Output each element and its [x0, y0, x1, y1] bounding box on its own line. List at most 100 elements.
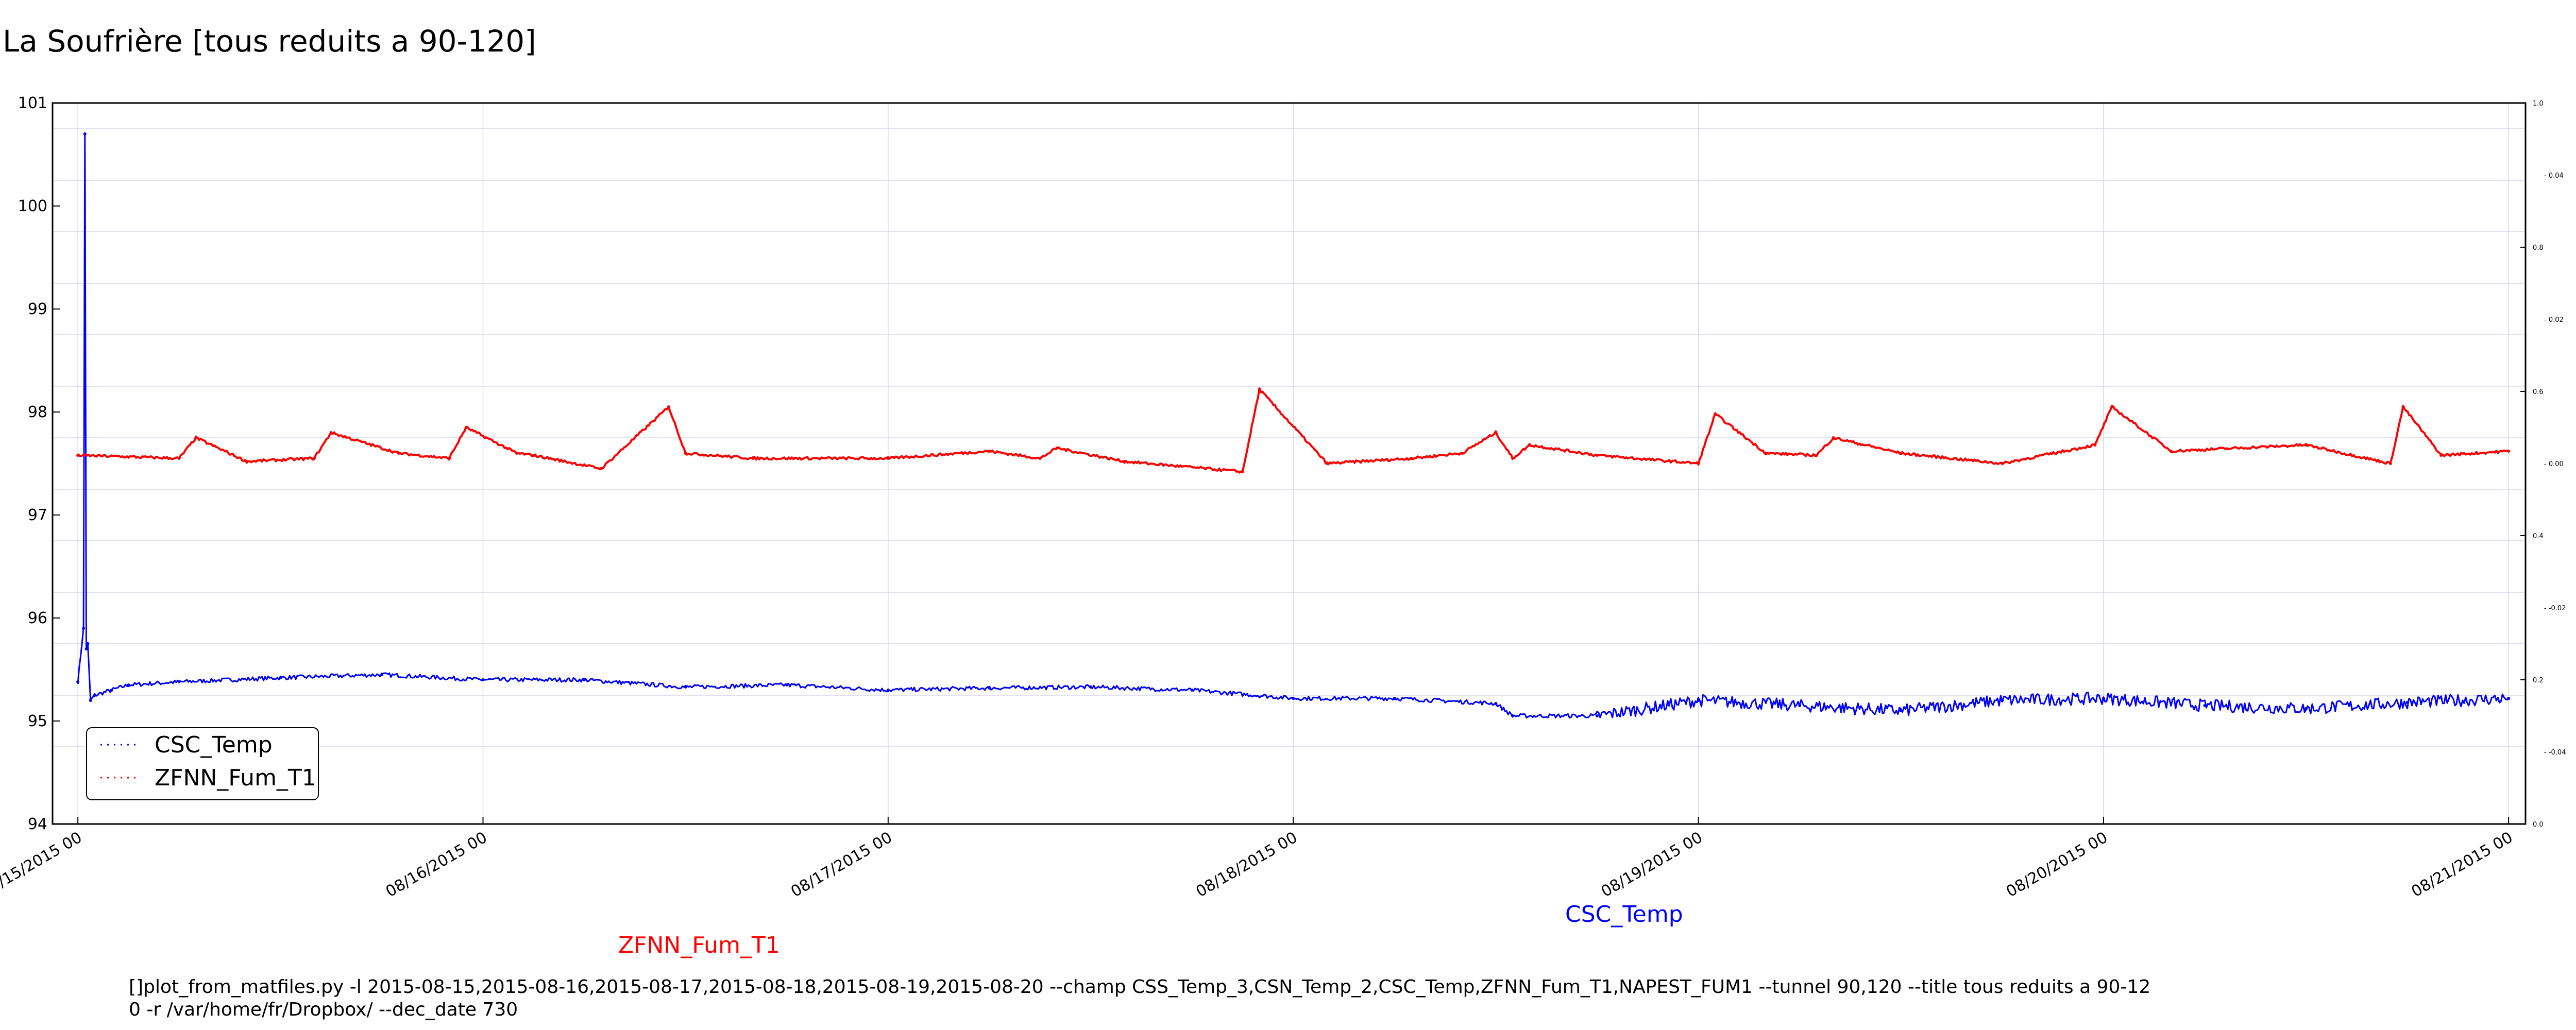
right-tick-label: 0.8: [2533, 244, 2544, 252]
x-tick-label: 08/16/2015 00: [383, 829, 490, 901]
data-point-zfnn-fum-t1: [532, 454, 535, 457]
data-point-zfnn-fum-t1: [1596, 454, 1599, 457]
data-point-zfnn-fum-t1: [2401, 405, 2405, 408]
data-point-csc-temp: [988, 686, 991, 690]
data-point-zfnn-fum-t1: [312, 457, 316, 460]
data-point-zfnn-fum-t1: [1511, 457, 1515, 460]
data-point-zfnn-fum-t1: [2110, 405, 2114, 408]
data-point-zfnn-fum-t1: [1410, 457, 1413, 460]
data-point-zfnn-fum-t1: [1528, 443, 1531, 447]
data-point-csc-temp: [2102, 697, 2105, 700]
data-point-csc-temp: [2001, 699, 2004, 702]
right-inner-tick-label: - 0.04: [2544, 172, 2564, 180]
data-point-csc-temp: [127, 683, 130, 686]
data-point-zfnn-fum-t1: [194, 436, 198, 439]
data-point-csc-temp: [1697, 699, 1700, 702]
data-point-csc-temp: [279, 676, 282, 679]
right-axis: 0.0 0.2 0.4 0.6 0.8 1.0 - -0.04 - -0.02 - 0.00 - …: [2520, 100, 2566, 829]
data-point-csc-temp: [886, 689, 890, 692]
y-tick-label: 101: [18, 94, 47, 112]
data-point-zfnn-fum-t1: [464, 426, 468, 429]
data-point-zfnn-fum-t1: [1764, 452, 1768, 455]
data-point-zfnn-fum-t1: [1494, 431, 1498, 434]
plot-frame: [52, 102, 2527, 825]
right-inner-tick-label: - -0.02: [2544, 605, 2566, 612]
legend-label-zfnn-fum-t1: ZFNN_Fum_T1: [155, 765, 316, 791]
data-point-csc-temp: [2203, 704, 2207, 707]
right-tick-label: 0.6: [2533, 388, 2544, 396]
right-tick-label: 1.0: [2533, 100, 2544, 108]
data-point-csc-temp: [83, 132, 87, 135]
data-point-csc-temp: [84, 647, 88, 650]
x-tick-label: 08/18/2015 00: [1193, 829, 1301, 901]
data-point-zfnn-fum-t1: [988, 450, 991, 453]
series-line-zfnn-fum-t1: [77, 387, 2509, 474]
data-point-zfnn-fum-t1: [1815, 454, 1818, 457]
data-point-zfnn-fum-t1: [2439, 454, 2443, 457]
data-point-csc-temp: [89, 699, 92, 702]
x-tick-label: 08/20/2015 00: [2003, 829, 2111, 901]
data-point-zfnn-fum-t1: [76, 454, 80, 457]
data-point-csc-temp: [82, 627, 86, 630]
data-point-zfnn-fum-t1: [1055, 447, 1059, 450]
data-point-zfnn-fum-t1: [667, 405, 670, 408]
data-point-csc-temp: [380, 673, 383, 676]
data-point-zfnn-fum-t1: [2169, 450, 2173, 453]
data-point-csc-temp: [86, 642, 90, 645]
right-inner-tick-label: - -0.04: [2544, 749, 2566, 757]
data-point-csc-temp: [1089, 685, 1092, 689]
legend: CSC_Temp ZFNN_Fum_T1: [86, 727, 319, 800]
right-tick-label: 0.4: [2533, 533, 2544, 540]
legend-box: [86, 727, 319, 800]
data-point-zfnn-fum-t1: [684, 452, 687, 455]
data-point-zfnn-fum-t1: [751, 457, 755, 460]
data-point-csc-temp: [2304, 707, 2308, 710]
right-tick-label: 0.0: [2533, 821, 2544, 829]
data-point-csc-temp: [1899, 709, 1903, 712]
data-point-csc-temp: [1798, 704, 1802, 707]
y-tick-label: 95: [28, 712, 47, 730]
data-point-zfnn-fum-t1: [1038, 457, 1042, 460]
data-point-zfnn-fum-t1: [515, 452, 518, 455]
bottom-label-zfnn-fum-t1: ZFNN_Fum_T1: [618, 932, 780, 958]
data-point-csc-temp: [76, 680, 80, 683]
x-tick-label: 08/19/2015 00: [1598, 829, 1706, 901]
data-point-zfnn-fum-t1: [2507, 450, 2511, 453]
data-point-zfnn-fum-t1: [245, 460, 248, 463]
data-point-zfnn-fum-t1: [329, 431, 333, 434]
data-point-zfnn-fum-t1: [397, 452, 400, 455]
right-inner-tick-label: - 0.02: [2544, 316, 2564, 324]
data-point-zfnn-fum-t1: [1325, 462, 1329, 465]
data-point-csc-temp: [684, 685, 687, 689]
data-point-zfnn-fum-t1: [1714, 413, 1717, 416]
data-point-csc-temp: [110, 689, 113, 692]
data-point-csc-temp: [93, 694, 96, 697]
data-point-csc-temp: [1494, 702, 1498, 705]
data-point-csc-temp: [1190, 689, 1194, 692]
grid: [53, 103, 2526, 824]
data-point-csc-temp: [481, 678, 485, 681]
chart-title: La Soufrière [tous reduits a 90-120]: [3, 24, 536, 59]
data-point-zfnn-fum-t1: [1899, 452, 1903, 455]
data-point-zfnn-fum-t1: [1460, 452, 1464, 455]
x-axis: 08/15/2015 00 08/16/2015 00 08/17/2015 00 0…: [0, 817, 2516, 901]
data-point-zfnn-fum-t1: [1241, 470, 1244, 473]
y-tick-label: 100: [18, 197, 47, 215]
x-tick-label: 08/15/2015 00: [0, 829, 85, 901]
data-point-zfnn-fum-t1: [2093, 443, 2097, 447]
x-tick-label: 08/17/2015 00: [788, 829, 895, 901]
y-tick-label: 99: [28, 300, 47, 318]
right-inner-tick-label: - 0.00: [2544, 460, 2564, 468]
data-point-zfnn-fum-t1: [2001, 462, 2004, 465]
data-point-zfnn-fum-t1: [1258, 388, 1261, 391]
command-line-1: []plot_from_matfiles.py -l 2015-08-15,20…: [129, 976, 2151, 998]
data-point-zfnn-fum-t1: [2388, 462, 2392, 465]
bottom-label-csc-temp: CSC_Temp: [1565, 901, 1683, 928]
right-tick-label: 0.2: [2533, 677, 2544, 684]
command-line-2: 0 -r /var/home/fr/Dropbox/ --dec_date 73…: [129, 999, 518, 1020]
y-tick-label: 96: [28, 609, 47, 627]
data-point-csc-temp: [1393, 697, 1396, 700]
plot-area: [76, 132, 2511, 719]
data-point-zfnn-fum-t1: [177, 457, 181, 460]
